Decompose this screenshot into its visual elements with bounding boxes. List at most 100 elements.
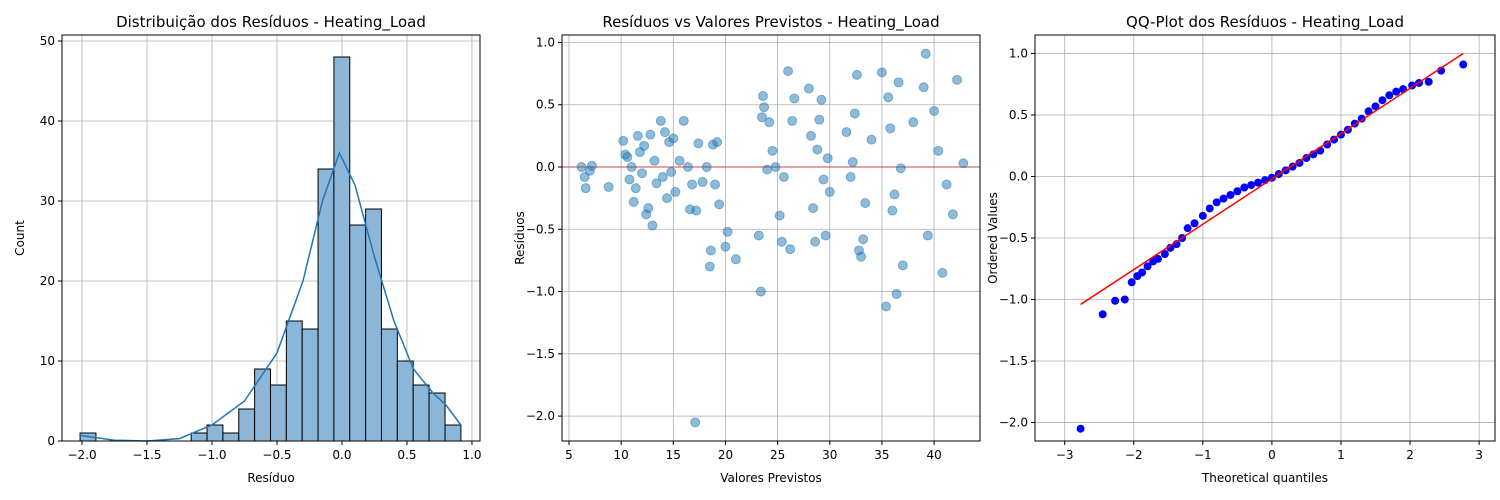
scatter-point (824, 186, 835, 197)
scatter-point (952, 74, 963, 85)
x-tick-label: 5 (565, 448, 573, 462)
scatter-point (1098, 310, 1107, 319)
scatter-point (856, 251, 867, 262)
scatter-point (808, 203, 819, 214)
scatter-point (704, 261, 715, 272)
x-tick-label: 0.0 (332, 448, 351, 462)
x-tick-label: −0.5 (262, 448, 291, 462)
histogram-bar (333, 56, 351, 442)
scatter-point (705, 245, 716, 256)
x-tick-label: −2.0 (67, 448, 96, 462)
scatter-point (947, 209, 958, 220)
scatter-point (670, 186, 681, 197)
scatter-point (851, 69, 862, 80)
scatter-point (630, 183, 641, 194)
histogram-bar (190, 432, 208, 442)
y-tick-label: −2.0 (999, 416, 1028, 430)
histogram-bar (285, 320, 303, 442)
histogram-bar (301, 328, 319, 442)
y-tick-label: 10 (40, 354, 55, 368)
scatter-point (812, 144, 823, 155)
scatter-point (710, 179, 721, 190)
scatter-point (618, 135, 629, 146)
scatter-point (626, 162, 637, 173)
scatter-point (770, 162, 781, 173)
x-tick-label: −1 (1194, 448, 1212, 462)
scatter-point (897, 260, 908, 271)
scatter-point (580, 183, 591, 194)
scatter-point (814, 114, 825, 125)
scatter-point (662, 193, 673, 204)
scatter-point (755, 286, 766, 297)
scatter-point (1254, 178, 1263, 187)
histogram-bar (428, 392, 446, 442)
scatter-point (918, 82, 929, 93)
scatter-point (1459, 60, 1468, 69)
y-axis-label: Count (13, 220, 27, 256)
x-axis-label: Valores Previstos (720, 471, 822, 485)
histogram-bar (380, 328, 398, 442)
histogram-bar (396, 360, 414, 442)
x-tick-label: −3 (1056, 448, 1074, 462)
scatter-point (756, 112, 767, 123)
y-tick-label: −2.0 (526, 409, 555, 423)
scatter-point (845, 171, 856, 182)
x-tick-label: −1.5 (132, 448, 161, 462)
chart-title: QQ-Plot dos Resíduos - Heating_Load (1126, 13, 1404, 32)
histogram-bar (365, 208, 382, 442)
plot-frame (1034, 34, 1496, 442)
scatter-point (657, 171, 668, 182)
y-tick-label: −1.0 (999, 293, 1028, 307)
scatter-point (1190, 219, 1199, 228)
scatter-point (682, 162, 693, 173)
scatter-point (1392, 87, 1401, 96)
scatter-point (1198, 211, 1207, 220)
scatter-point (1219, 194, 1228, 203)
scatter-point (651, 178, 662, 189)
scatter-point (659, 127, 670, 138)
scatter-point (893, 77, 904, 88)
scatter-point (776, 236, 787, 247)
scatter-point (1226, 190, 1235, 199)
scatter-point (847, 157, 858, 168)
scatter-point (920, 48, 931, 59)
scatter-point (941, 179, 952, 190)
scatter-point (647, 220, 658, 231)
scatter-point (668, 133, 679, 144)
scatter-point (639, 140, 650, 151)
scatter-point (687, 179, 698, 190)
scatter-point (655, 115, 666, 126)
scatter-point (764, 117, 775, 128)
scatter-point (1233, 187, 1242, 196)
y-tick-label: −1.0 (526, 285, 555, 299)
scatter-point (1143, 262, 1152, 271)
scatter-point (810, 236, 821, 247)
scatter-point (714, 199, 725, 210)
scatter-point (1385, 91, 1394, 100)
scatter-point (753, 230, 764, 241)
plot-frame (561, 34, 981, 442)
y-tick-label: −0.5 (526, 222, 555, 236)
scatter-point (937, 267, 948, 278)
x-tick-label: 35 (874, 448, 889, 462)
histogram-bar (222, 432, 240, 442)
scatter-point (1240, 183, 1249, 192)
scatter-point (762, 164, 773, 175)
scatter-point (958, 158, 969, 169)
scatter-point (701, 162, 712, 173)
scatter-point (1138, 268, 1147, 277)
scatter-point (787, 115, 798, 126)
scatter-point (1302, 154, 1311, 163)
x-tick-label: 3 (1475, 448, 1483, 462)
histogram-bar (254, 368, 271, 442)
scatter-point (649, 155, 660, 166)
scatter-point (1247, 181, 1256, 190)
x-tick-label: 10 (614, 448, 629, 462)
histogram-bar (444, 424, 462, 442)
chart-title: Resíduos vs Valores Previstos - Heating_… (602, 13, 939, 32)
y-tick-label: 0 (47, 434, 55, 448)
x-tick-label: 0.5 (397, 448, 416, 462)
scatter-point (889, 189, 900, 200)
x-tick-label: 20 (718, 448, 733, 462)
